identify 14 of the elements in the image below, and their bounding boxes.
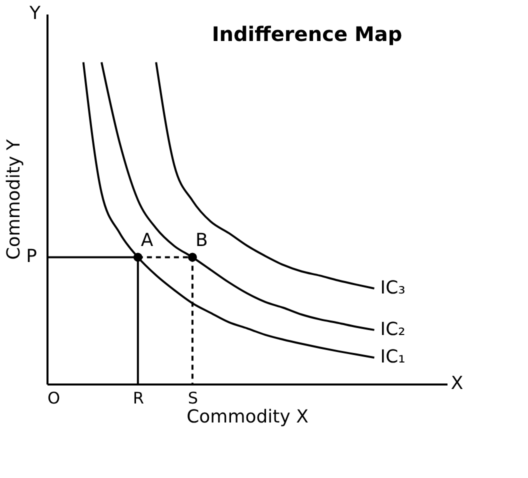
text: Y bbox=[28, 3, 42, 24]
annotation: A bbox=[140, 230, 154, 252]
chart-title: Indifference Map bbox=[212, 22, 402, 46]
y-axis-title: Commodity Y bbox=[4, 138, 24, 260]
series-label: IC₃ bbox=[380, 277, 406, 298]
text: X bbox=[450, 373, 464, 394]
x-tick-label: S bbox=[188, 388, 198, 408]
annotation: B bbox=[195, 230, 208, 252]
series-label: IC₂ bbox=[380, 318, 406, 340]
x-tick-label: O bbox=[48, 388, 60, 408]
x-tick-label: R bbox=[132, 388, 144, 408]
annotation: P bbox=[26, 246, 38, 268]
series-label: IC₁ bbox=[380, 346, 406, 368]
x-axis-title: Commodity X bbox=[186, 406, 308, 428]
